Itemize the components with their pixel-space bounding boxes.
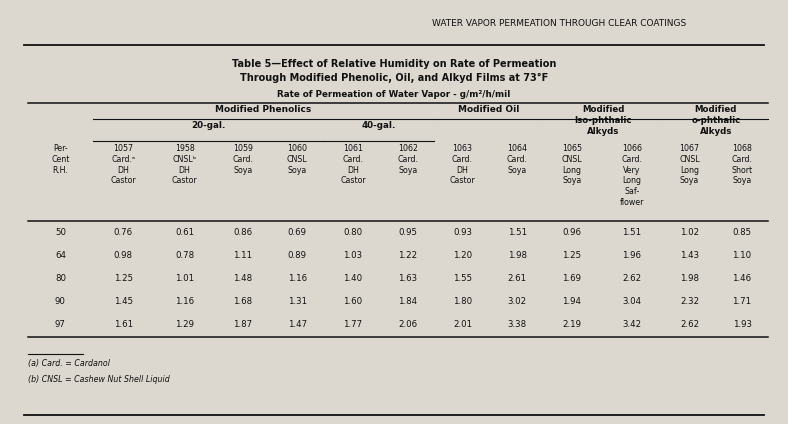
- Text: 0.69: 0.69: [288, 228, 307, 237]
- Text: 64: 64: [55, 251, 66, 260]
- Text: 1.94: 1.94: [563, 297, 582, 306]
- Text: 1.96: 1.96: [623, 251, 641, 260]
- Text: 3.38: 3.38: [507, 321, 526, 329]
- Text: 1.02: 1.02: [680, 228, 699, 237]
- Text: (b) CNSL = Cashew Nut Shell Liquid: (b) CNSL = Cashew Nut Shell Liquid: [28, 375, 169, 384]
- Text: 20-gal.: 20-gal.: [191, 121, 226, 130]
- Text: 1064
Card.
Soya: 1064 Card. Soya: [507, 144, 528, 175]
- Text: 0.85: 0.85: [733, 228, 752, 237]
- Text: 2.32: 2.32: [680, 297, 699, 306]
- Text: 1.01: 1.01: [175, 274, 194, 283]
- Text: 1.60: 1.60: [344, 297, 362, 306]
- Text: Modified Phenolics: Modified Phenolics: [215, 105, 312, 114]
- Text: 1067
CNSL
Long
Soya: 1067 CNSL Long Soya: [679, 144, 700, 185]
- Text: 0.78: 0.78: [175, 251, 194, 260]
- Text: Modified
Iso-phthalic
Alkyds: Modified Iso-phthalic Alkyds: [574, 105, 632, 137]
- Text: 80: 80: [55, 274, 66, 283]
- Text: 1.45: 1.45: [113, 297, 132, 306]
- Text: 0.98: 0.98: [113, 251, 132, 260]
- Text: 1.63: 1.63: [398, 274, 417, 283]
- Text: 1.22: 1.22: [398, 251, 417, 260]
- Text: 2.62: 2.62: [623, 274, 641, 283]
- Text: 1.84: 1.84: [398, 297, 417, 306]
- Text: Through Modified Phenolic, Oil, and Alkyd Films at 73°F: Through Modified Phenolic, Oil, and Alky…: [240, 73, 548, 83]
- Text: 2.19: 2.19: [563, 321, 582, 329]
- Text: 1065
CNSL
Long
Soya: 1065 CNSL Long Soya: [562, 144, 582, 185]
- Text: 1.51: 1.51: [507, 228, 526, 237]
- Text: 1.93: 1.93: [733, 321, 752, 329]
- Text: 1.29: 1.29: [175, 321, 194, 329]
- Text: 0.80: 0.80: [344, 228, 362, 237]
- Text: 0.89: 0.89: [288, 251, 307, 260]
- Text: (a) Card. = Cardanol: (a) Card. = Cardanol: [28, 359, 110, 368]
- Text: 3.04: 3.04: [623, 297, 641, 306]
- Text: 1.61: 1.61: [113, 321, 132, 329]
- Text: 1.51: 1.51: [623, 228, 641, 237]
- Text: 0.96: 0.96: [563, 228, 582, 237]
- Text: 1.11: 1.11: [233, 251, 253, 260]
- Text: 1.31: 1.31: [288, 297, 307, 306]
- Text: 1059
Card.
Soya: 1059 Card. Soya: [232, 144, 254, 175]
- Text: Modified
o-phthalic
Alkyds: Modified o-phthalic Alkyds: [691, 105, 741, 137]
- Text: WATER VAPOR PERMEATION THROUGH CLEAR COATINGS: WATER VAPOR PERMEATION THROUGH CLEAR COA…: [433, 19, 686, 28]
- Text: 1.20: 1.20: [453, 251, 472, 260]
- Text: 1.71: 1.71: [733, 297, 752, 306]
- Text: Table 5—Effect of Relative Humidity on Rate of Permeation: Table 5—Effect of Relative Humidity on R…: [232, 59, 556, 69]
- Text: 0.95: 0.95: [398, 228, 417, 237]
- Text: 1.68: 1.68: [233, 297, 253, 306]
- Text: 1.87: 1.87: [233, 321, 253, 329]
- Text: 0.86: 0.86: [233, 228, 253, 237]
- Text: 0.93: 0.93: [453, 228, 472, 237]
- Text: Rate of Permeation of Water Vapor - g/m²/h/mil: Rate of Permeation of Water Vapor - g/m²…: [277, 90, 511, 99]
- Text: 2.01: 2.01: [453, 321, 472, 329]
- Text: 1.46: 1.46: [733, 274, 752, 283]
- Text: 3.42: 3.42: [623, 321, 641, 329]
- Text: 1061
Card.
DH
Castor: 1061 Card. DH Castor: [340, 144, 366, 185]
- Text: 1958
CNSLᵇ
DH
Castor: 1958 CNSLᵇ DH Castor: [172, 144, 197, 185]
- Text: 3.02: 3.02: [507, 297, 526, 306]
- Text: 1.40: 1.40: [344, 274, 362, 283]
- Text: 97: 97: [55, 321, 66, 329]
- Text: 1066
Card.
Very
Long
Saf-
flower: 1066 Card. Very Long Saf- flower: [619, 144, 644, 207]
- Text: 1.55: 1.55: [453, 274, 472, 283]
- Text: 1.43: 1.43: [680, 251, 699, 260]
- Text: 1.03: 1.03: [344, 251, 362, 260]
- Text: 1.16: 1.16: [288, 274, 307, 283]
- Text: Modified Oil: Modified Oil: [458, 105, 519, 114]
- Text: 1.80: 1.80: [453, 297, 472, 306]
- Text: 1.69: 1.69: [563, 274, 582, 283]
- Text: 1062
Card.
Soya: 1062 Card. Soya: [397, 144, 418, 175]
- Text: 90: 90: [55, 297, 66, 306]
- Text: 2.06: 2.06: [398, 321, 417, 329]
- Text: Per-
Cent
R.H.: Per- Cent R.H.: [51, 144, 69, 175]
- Text: 1.98: 1.98: [680, 274, 699, 283]
- Text: 1.10: 1.10: [733, 251, 752, 260]
- Text: 1.25: 1.25: [113, 274, 132, 283]
- Text: 1.98: 1.98: [507, 251, 526, 260]
- Text: 1068
Card.
Short
Soya: 1068 Card. Short Soya: [731, 144, 753, 185]
- Text: 1.16: 1.16: [175, 297, 194, 306]
- Text: 1063
Card.
DH
Castor: 1063 Card. DH Castor: [450, 144, 475, 185]
- Text: 1.77: 1.77: [344, 321, 362, 329]
- Text: 1.25: 1.25: [563, 251, 582, 260]
- Text: 1.47: 1.47: [288, 321, 307, 329]
- Text: 50: 50: [55, 228, 66, 237]
- Text: 2.61: 2.61: [507, 274, 526, 283]
- Text: 0.61: 0.61: [175, 228, 194, 237]
- Text: 2.62: 2.62: [680, 321, 699, 329]
- Text: 0.76: 0.76: [113, 228, 132, 237]
- Text: 40-gal.: 40-gal.: [362, 121, 396, 130]
- Text: 1057
Card.ᵃ
DH
Castor: 1057 Card.ᵃ DH Castor: [110, 144, 136, 185]
- Text: 1.48: 1.48: [233, 274, 253, 283]
- Text: 1060
CNSL
Soya: 1060 CNSL Soya: [287, 144, 307, 175]
